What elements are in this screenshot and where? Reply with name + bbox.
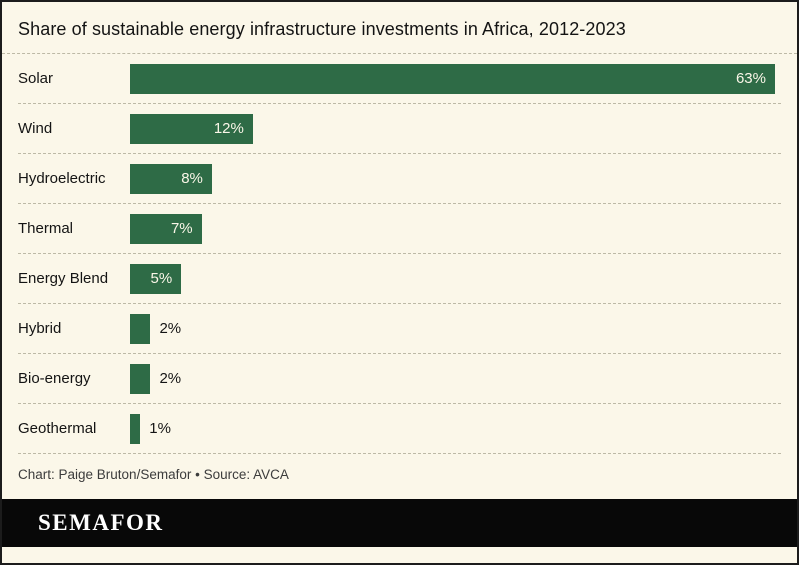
bar-row: Hydroelectric 8% (18, 154, 781, 204)
bar-area: 12% (130, 113, 781, 144)
bar: 12% (130, 113, 253, 144)
bottom-gap (2, 547, 797, 563)
category-label: Thermal (18, 220, 74, 237)
category-label: Hydroelectric (18, 170, 106, 187)
bar (130, 363, 151, 394)
bar-row: Geothermal 1% (18, 404, 781, 454)
bar-area: 2% (130, 313, 781, 344)
value-label: 7% (170, 220, 193, 237)
category-label: Solar (18, 70, 54, 87)
bar-row: Hybrid 2% (18, 304, 781, 354)
value-label: 2% (159, 370, 182, 387)
bar-row: Solar 63% (18, 54, 781, 104)
category-label: Energy Blend (18, 270, 109, 287)
bar-area: 63% (130, 63, 781, 94)
bar: 5% (130, 263, 182, 294)
value-label: 8% (181, 170, 203, 187)
category-label: Geothermal (18, 420, 97, 437)
value-label: 1% (149, 420, 171, 437)
bar-row: Bio-energy 2% (18, 354, 781, 404)
bar-area: 8% (130, 163, 781, 194)
credit-line: Chart: Paige Bruton/Semafor • Source: AV… (18, 466, 289, 482)
bar-area: 2% (130, 363, 781, 394)
credit-block: Chart: Paige Bruton/Semafor • Source: AV… (2, 454, 797, 494)
value-label: 2% (159, 320, 182, 337)
category-label: Hybrid (18, 320, 62, 337)
bar-area: 7% (130, 213, 781, 244)
bar (130, 313, 151, 344)
bar-row: Wind 12% (18, 104, 781, 154)
chart-rows: Solar 63% Wind 12% Hydroelectric 8% Thermal 7% E… (2, 54, 797, 454)
bar-area: 5% (130, 263, 781, 294)
value-label: 12% (213, 120, 244, 137)
bar: 8% (130, 163, 212, 194)
bar: 63% (130, 63, 775, 94)
title-block: Share of sustainable energy infrastructu… (2, 2, 797, 54)
value-label: 5% (150, 270, 173, 287)
bar-row: Thermal 7% (18, 204, 781, 254)
category-label: Bio-energy (18, 370, 91, 387)
value-label: 63% (735, 70, 766, 87)
bar (130, 413, 141, 444)
bar: 7% (130, 213, 202, 244)
semafor-logo: SEMAFOR (38, 510, 164, 535)
bar-area: 1% (130, 413, 781, 444)
bar-row: Energy Blend 5% (18, 254, 781, 304)
category-label: Wind (18, 120, 53, 137)
logo-bar: SEMAFOR (2, 499, 797, 547)
chart-title: Share of sustainable energy infrastructu… (18, 19, 626, 39)
